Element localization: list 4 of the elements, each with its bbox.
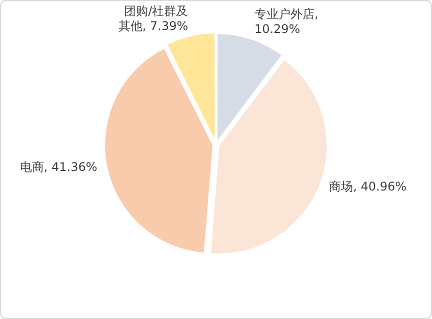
- slice-label: 电商, 41.36%: [20, 160, 98, 174]
- slice-label: 专业户外店, 10.29%: [254, 6, 322, 36]
- slice-label: 团购/社群及其他, 7.39%: [118, 4, 188, 33]
- slice-label: 商场, 40.96%: [329, 180, 407, 194]
